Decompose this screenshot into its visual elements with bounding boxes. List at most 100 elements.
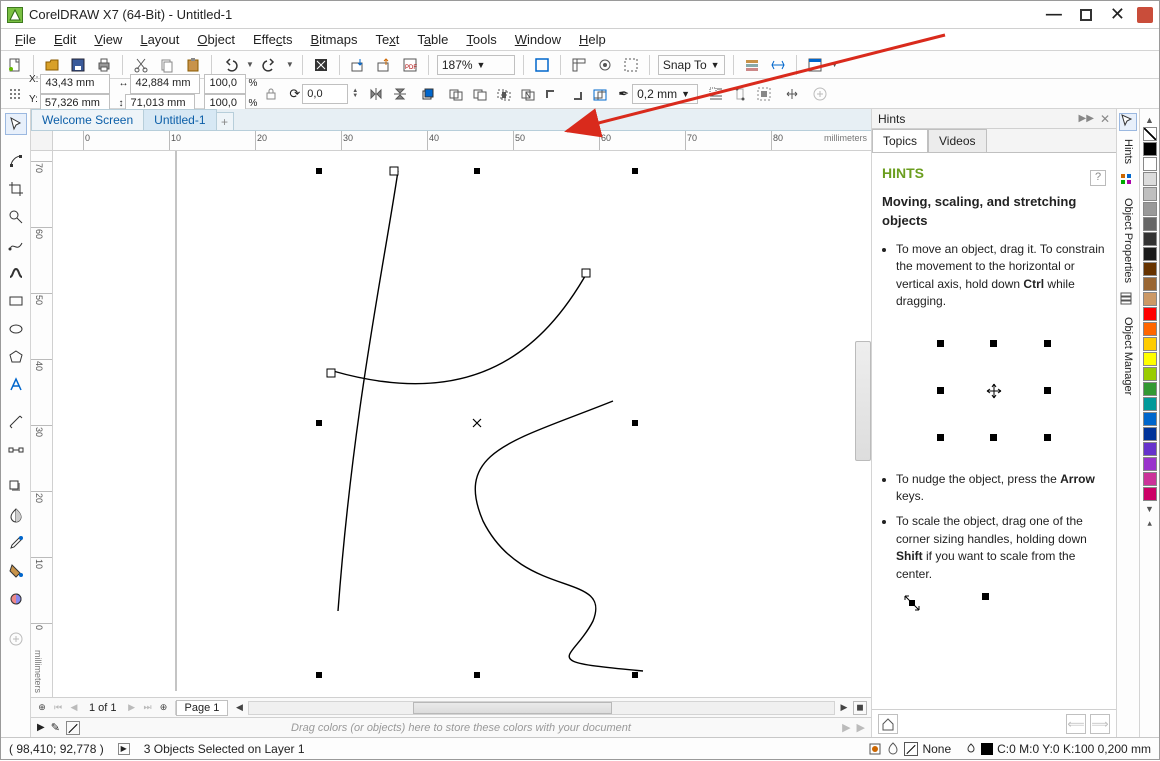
no-color-bar-icon[interactable]	[66, 721, 80, 735]
color-swatch[interactable]	[1143, 202, 1157, 216]
connector-tool-icon[interactable]	[5, 439, 27, 461]
ellipse-tool-icon[interactable]	[5, 318, 27, 340]
color-swatch[interactable]	[1143, 472, 1157, 486]
shape-tool-icon[interactable]	[5, 150, 27, 172]
color-swatch[interactable]	[1143, 142, 1157, 156]
close-button[interactable]: ✕	[1110, 4, 1125, 25]
add-page-icon[interactable]: ⊕	[157, 701, 171, 715]
color-swatch[interactable]	[1143, 367, 1157, 381]
page-tab[interactable]: Page 1	[176, 700, 229, 716]
minimize-button[interactable]: —	[1046, 6, 1062, 24]
obj-mgr-tabicon[interactable]	[1119, 291, 1137, 309]
color-swatch[interactable]	[1143, 427, 1157, 441]
vertical-scrollbar[interactable]	[855, 341, 871, 461]
palette-bar-right-icon[interactable]: ▶	[842, 721, 850, 734]
color-swatch[interactable]	[1143, 262, 1157, 276]
intersect-icon[interactable]	[494, 84, 514, 104]
menu-window[interactable]: Window	[507, 30, 569, 49]
zoom-level-dropdown[interactable]: 187%▼	[437, 55, 515, 75]
last-page-icon[interactable]: ⏭	[141, 701, 155, 715]
snap-to-dropdown[interactable]: Snap To▼	[658, 55, 725, 75]
quick-customize-icon[interactable]	[810, 84, 830, 104]
open-icon[interactable]	[42, 55, 62, 75]
scale-x-field[interactable]: 100,0	[204, 74, 246, 94]
tab-welcome[interactable]: Welcome Screen	[31, 109, 144, 130]
save-icon[interactable]	[68, 55, 88, 75]
forward-icon[interactable]: ⟹	[1090, 714, 1110, 734]
menu-view[interactable]: View	[86, 30, 130, 49]
horizontal-ruler[interactable]: millimeters 01020304050607080	[53, 131, 871, 151]
pick-tool-icon[interactable]	[5, 113, 27, 135]
color-swatch[interactable]	[1143, 217, 1157, 231]
back-minus-front-icon[interactable]	[566, 84, 586, 104]
color-swatch[interactable]	[1143, 487, 1157, 501]
outline-indicator[interactable]: C:0 M:0 Y:0 K:100 0,200 mm	[965, 742, 1151, 756]
color-swatch[interactable]	[1143, 307, 1157, 321]
width-field[interactable]: 42,884 mm	[130, 74, 200, 94]
text-tool-icon[interactable]	[5, 374, 27, 396]
palette-down-icon[interactable]: ▼	[1145, 504, 1154, 514]
user-account-icon[interactable]	[1137, 7, 1153, 23]
ruler-corner[interactable]	[31, 131, 53, 151]
help-icon[interactable]: ?	[1090, 170, 1106, 186]
drawing-canvas[interactable]	[53, 151, 871, 697]
object-origin-icon[interactable]	[782, 84, 802, 104]
crop-tool-icon[interactable]	[5, 178, 27, 200]
rotation-field[interactable]: 0,0	[302, 84, 348, 104]
wrap-text-icon[interactable]	[706, 84, 726, 104]
docker-close-icon[interactable]: ✕	[1100, 112, 1110, 126]
palette-bar-more-icon[interactable]: ▶	[857, 721, 865, 734]
quick-customize-toolbox-icon[interactable]	[5, 628, 27, 650]
color-swatch[interactable]	[1143, 412, 1157, 426]
lock-ratio-icon[interactable]	[261, 84, 281, 104]
menu-help[interactable]: Help	[571, 30, 614, 49]
color-swatch[interactable]	[1143, 442, 1157, 456]
paste-icon[interactable]	[183, 55, 203, 75]
boundary-icon[interactable]	[590, 84, 610, 104]
weld-icon[interactable]	[446, 84, 466, 104]
pick-cursor-icon[interactable]	[1119, 113, 1137, 131]
print-icon[interactable]	[94, 55, 114, 75]
menu-tools[interactable]: Tools	[458, 30, 504, 49]
tab-videos[interactable]: Videos	[928, 129, 986, 152]
tab-topics[interactable]: Topics	[872, 129, 928, 152]
side-tab-hints[interactable]: Hints	[1120, 133, 1136, 170]
show-rulers-icon[interactable]	[569, 55, 589, 75]
cut-icon[interactable]	[131, 55, 151, 75]
show-guidelines-icon[interactable]	[621, 55, 641, 75]
mirror-h-icon[interactable]	[366, 84, 386, 104]
transparency-icon[interactable]	[5, 504, 27, 526]
back-icon[interactable]: ⟸	[1066, 714, 1086, 734]
color-swatch[interactable]	[1143, 457, 1157, 471]
palette-up-icon[interactable]: ▲	[1145, 115, 1154, 125]
to-front-icon[interactable]	[418, 84, 438, 104]
eyedropper-bar-icon[interactable]: ✎	[51, 721, 60, 734]
polygon-tool-icon[interactable]	[5, 346, 27, 368]
rectangle-tool-icon[interactable]	[5, 290, 27, 312]
color-eyedrop-icon[interactable]	[5, 532, 27, 554]
color-swatch[interactable]	[1143, 352, 1157, 366]
drop-shadow-icon[interactable]	[5, 476, 27, 498]
play-macro-icon[interactable]: ▶	[118, 743, 130, 755]
show-grid-icon[interactable]	[595, 55, 615, 75]
menu-file[interactable]: File	[7, 30, 44, 49]
navigator-icon[interactable]: ◼	[853, 701, 867, 715]
color-swatch[interactable]	[1143, 247, 1157, 261]
import-icon[interactable]	[348, 55, 368, 75]
trim-icon[interactable]	[470, 84, 490, 104]
app-launcher-icon[interactable]	[805, 55, 825, 75]
menu-edit[interactable]: Edit	[46, 30, 84, 49]
side-tab-properties[interactable]: Object Properties	[1120, 192, 1136, 289]
color-swatch[interactable]	[1143, 397, 1157, 411]
new-document-icon[interactable]	[5, 55, 25, 75]
next-page-icon[interactable]: ▶	[125, 701, 139, 715]
home-icon[interactable]	[878, 714, 898, 734]
menu-layout[interactable]: Layout	[132, 30, 187, 49]
horizontal-scrollbar[interactable]: ◀ ▶ ◼	[228, 701, 871, 715]
undo-icon[interactable]	[220, 55, 240, 75]
menu-effects[interactable]: Effects	[245, 30, 301, 49]
options2-icon[interactable]	[768, 55, 788, 75]
color-swatch[interactable]	[1143, 187, 1157, 201]
color-swatch[interactable]	[1143, 322, 1157, 336]
redo-icon[interactable]	[260, 55, 280, 75]
